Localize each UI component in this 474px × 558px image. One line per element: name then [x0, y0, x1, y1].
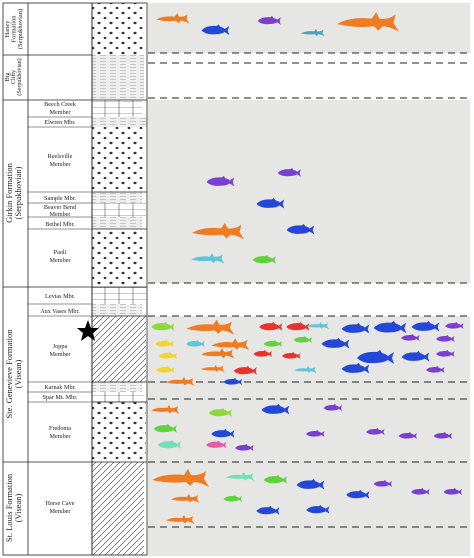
member-label: Reelsville Member [48, 153, 73, 168]
lithology-column [91, 2, 148, 556]
label-line: Girkin Formation [4, 162, 14, 222]
label-line: Member [50, 109, 71, 116]
label-line: Elwren Mbr. [44, 119, 76, 126]
member-labels: Beech Creek Member Elwren Mbr. Reelsville… [40, 101, 80, 515]
label-line: Spar Mt. Mbr. [42, 394, 78, 401]
label-line: Joppa [53, 343, 68, 350]
formation-labels: HaneyFormation(Serpukhovian) BigClifty(S… [4, 9, 24, 542]
member-label: Levias Mbr. [45, 293, 75, 300]
label-line: Ste. Genevieve Formation [4, 329, 14, 419]
label-line: Levias Mbr. [45, 293, 75, 300]
label-line: Clifty [10, 70, 17, 84]
label-line: Reelsville [48, 153, 73, 160]
label-line: Beech Creek [44, 101, 77, 108]
label-line: Member [50, 508, 71, 515]
member-label: Paoli Member [50, 249, 71, 264]
member-label: Bethel Mbr. [45, 221, 75, 228]
label-line: Beaver Bend [44, 204, 77, 211]
label-line: Member [50, 211, 71, 218]
label-line: Formation [11, 15, 18, 43]
label-line: Haney [4, 20, 11, 38]
label-line: Big [5, 73, 11, 82]
member-label: Beaver Bend Member [44, 204, 77, 218]
background-bands [148, 3, 470, 556]
star-marker [77, 320, 99, 341]
label-line: Bethel Mbr. [45, 221, 75, 228]
formation-label: HaneyFormation(Serpukhovian) [4, 9, 24, 49]
label-line: (Visean) [13, 493, 23, 522]
formation-label: BigClifty(Serpukhovian) [5, 58, 23, 95]
member-label: Elwren Mbr. [44, 119, 76, 126]
label-line: Member [50, 433, 71, 440]
label-line: Horse Cave [45, 500, 74, 507]
label-line: St. Louis Formation [4, 473, 14, 542]
label-line: (Visean) [13, 359, 23, 388]
formation-label: Ste. Genevieve Formation(Visean) [4, 329, 23, 419]
member-label: Joppa Member [50, 343, 71, 358]
member-label: Karnak Mbr. [44, 384, 76, 391]
label-line: Karnak Mbr. [44, 384, 76, 391]
label-line: (Serpukhovian) [16, 58, 23, 95]
member-label: Beech Creek Member [44, 101, 77, 116]
label-line: Member [50, 161, 71, 168]
strat-table [2, 2, 93, 556]
label-line: Member [50, 351, 71, 358]
label-line: (Serpukhovian) [17, 9, 24, 49]
label-line: Aux Vases Mbr. [40, 308, 80, 315]
label-line: Fredonia [49, 425, 71, 432]
formation-label: Girkin Formation(Serpukhovian) [4, 162, 23, 222]
label-line: Member [50, 257, 71, 264]
member-label: Spar Mt. Mbr. [42, 394, 78, 401]
member-label: Horse Cave Member [45, 500, 74, 515]
member-label: Aux Vases Mbr. [40, 308, 80, 315]
member-label: Sample Mbr. [44, 195, 76, 202]
member-label: Fredonia Member [49, 425, 71, 440]
label-line: Sample Mbr. [44, 195, 76, 202]
formation-label: St. Louis Formation(Visean) [4, 473, 23, 542]
label-line: Paoli [54, 249, 67, 256]
label-line: (Serpukhovian) [13, 166, 23, 219]
